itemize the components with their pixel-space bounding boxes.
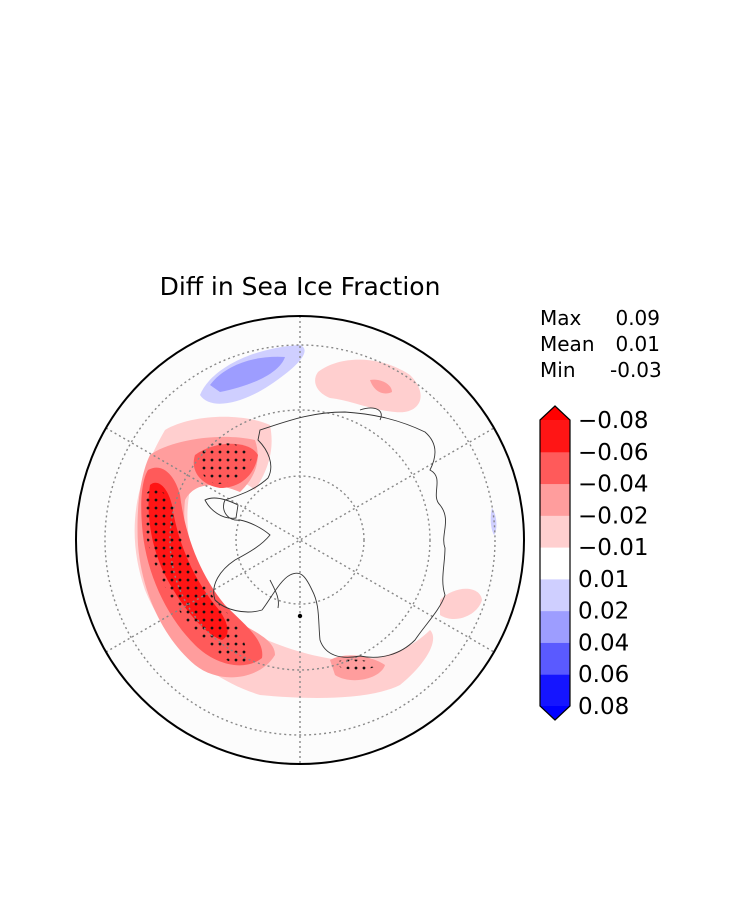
colorbar-tick-label: 0.08 (578, 694, 629, 720)
stats-box: Max 0.09 Mean 0.01 Min -0.03 (540, 305, 662, 383)
positive-anomaly-southeast (440, 588, 482, 620)
stat-max-label: Max (540, 306, 582, 330)
colorbar-tick-label: 0.01 (578, 567, 629, 593)
colorbar-segment (540, 674, 570, 707)
colorbar-segment (540, 451, 570, 485)
coastline-east-segment (359, 407, 382, 421)
station-marker (297, 613, 303, 619)
colorbar-tick-label: 0.04 (578, 630, 629, 656)
colorbar-tick-label: −0.04 (578, 472, 648, 498)
antarctica-coastline (204, 407, 446, 658)
significance-stipple-northwest (198, 443, 252, 484)
colorbar-segment (540, 642, 570, 675)
colorbar-tick-label: 0.06 (578, 662, 629, 688)
coastline-peninsula (269, 579, 279, 609)
stat-min-row: Min -0.03 (540, 357, 662, 383)
colorbar-tick-label: −0.06 (578, 440, 648, 466)
stat-max-row: Max 0.09 (540, 305, 660, 331)
colorbar-tick-label: −0.08 (578, 408, 648, 434)
latitude-circle-middle (169, 409, 431, 671)
colorbar-segment (540, 483, 570, 516)
map-title: Diff in Sea Ice Fraction (159, 272, 441, 301)
stat-min-label: Min (540, 358, 576, 382)
colorbar-outline (539, 405, 571, 721)
stat-max-value: 0.09 (615, 306, 660, 330)
negative-anomaly-north-core (210, 356, 285, 392)
colorbar-segment (540, 610, 570, 643)
stat-mean-row: Mean 0.01 (540, 331, 660, 357)
colorbar-extend-over (540, 406, 570, 420)
significance-stipple-south (332, 659, 378, 671)
colorbar-tick-label: −0.02 (578, 503, 648, 529)
graticule (104, 316, 496, 764)
colorbar-segment (540, 420, 570, 453)
stat-mean-value: 0.01 (615, 332, 660, 356)
significance-stipple-west (143, 489, 248, 666)
colorbar-extend-under (540, 706, 570, 720)
colorbar-segment (540, 547, 570, 580)
polar-map (75, 315, 525, 765)
colorbar: 0.08 0.06 0.04 0.02 0.01 −0.01 −0.02 −0.04 −0.06… (539, 405, 648, 721)
colorbar-tick-label: 0.02 (578, 599, 629, 625)
colorbar-segment (540, 578, 570, 612)
stat-min-value: -0.03 (610, 358, 662, 382)
positive-anomaly-northeast-core (370, 379, 392, 394)
latitude-circle-outer (104, 344, 496, 736)
coastline-main (213, 411, 446, 658)
map-boundary (75, 315, 525, 765)
positive-anomaly-northeast (315, 359, 421, 413)
coastline-ice-shelf (204, 497, 239, 519)
colorbar-segment (540, 515, 570, 548)
stat-mean-label: Mean (540, 332, 595, 356)
colorbar-tick-label: −0.01 (578, 535, 648, 561)
